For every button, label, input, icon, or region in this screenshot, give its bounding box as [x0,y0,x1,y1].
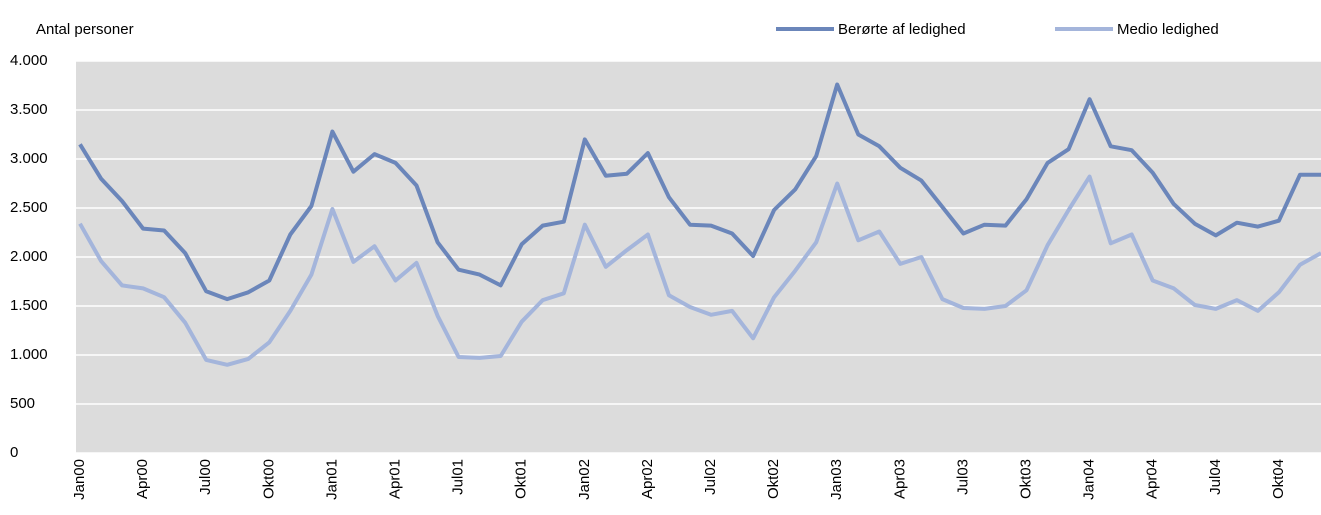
x-tick-label: Apr02 [639,459,656,499]
x-tick-label: Okt02 [765,459,782,499]
series-line [78,174,1321,367]
legend-label: Berørte af ledighed [838,21,966,38]
x-tick-label: Okt04 [1270,459,1287,499]
x-tick-label: Jul02 [702,459,719,495]
x-tick-label: Apr00 [134,459,151,499]
x-tick-label: Apr04 [1144,459,1161,499]
x-tick-label: Jan00 [71,459,88,500]
y-tick-label: 0 [10,444,18,461]
series-line [78,82,1321,302]
y-tick-label: 1.500 [10,297,48,314]
x-tick-label: Jan04 [1081,459,1098,500]
y-axis-label: Antal personer [36,21,134,38]
x-tick-label: Jul01 [450,459,467,495]
y-tick-label: 1.000 [10,346,48,363]
x-tick-label: Jul04 [1207,459,1224,495]
y-tick-label: 500 [10,395,35,412]
y-tick-label: 2.500 [10,199,48,216]
x-tick-label: Jan02 [576,459,593,500]
y-tick-label: 4.000 [10,52,48,69]
x-tick-label: Okt01 [513,459,530,499]
legend-label: Medio ledighed [1117,21,1219,38]
x-tick-label: Apr03 [891,459,908,499]
x-tick-label: Apr01 [386,459,403,499]
y-tick-label: 3.500 [10,101,48,118]
x-tick-label: Jul03 [954,459,971,495]
y-tick-label: 2.000 [10,248,48,265]
x-tick-label: Jul00 [197,459,214,495]
x-tick-label: Okt03 [1017,459,1034,499]
y-tick-label: 3.000 [10,150,48,167]
x-tick-label: Jan01 [323,459,340,500]
x-tick-label: Jan03 [828,459,845,500]
x-tick-label: Okt00 [260,459,277,499]
